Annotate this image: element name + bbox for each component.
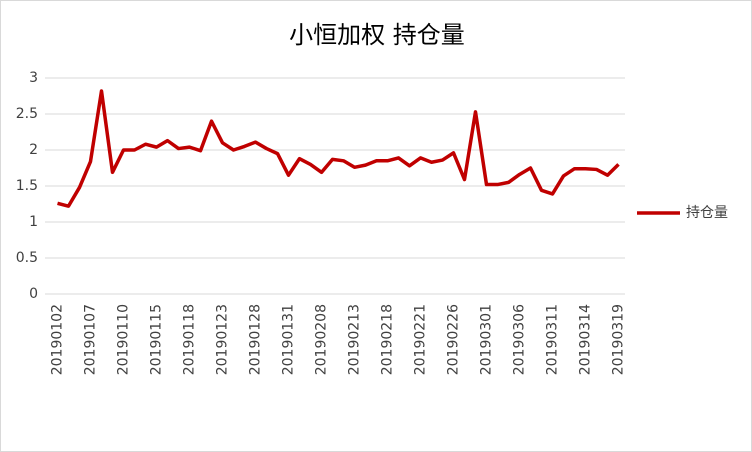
y-tick-label: 1.5 <box>16 178 38 194</box>
x-tick-label: 20190306 <box>512 304 528 375</box>
x-tick-label: 20190118 <box>182 304 198 375</box>
data-line <box>57 89 620 208</box>
x-tick-label: 20190221 <box>413 304 429 375</box>
x-tick-label: 20190311 <box>545 304 561 375</box>
y-tick-label: 0 <box>29 286 38 302</box>
x-tick-label: 20190213 <box>347 304 363 375</box>
x-tick-label: 20190218 <box>380 304 396 375</box>
x-tick-label: 20190110 <box>116 304 132 375</box>
x-tick-label: 20190107 <box>83 304 99 375</box>
x-tick-label: 20190208 <box>314 304 330 375</box>
x-tick-label: 20190123 <box>215 304 231 375</box>
legend-label: 持仓量 <box>686 205 728 221</box>
x-tick-label: 20190226 <box>446 304 462 375</box>
x-tick-label: 20190115 <box>149 304 165 375</box>
x-tick-label: 20190131 <box>281 304 297 375</box>
y-tick-label: 2.5 <box>16 106 38 122</box>
y-tick-label: 2 <box>29 142 38 158</box>
x-tick-label: 20190319 <box>611 304 627 375</box>
x-tick-label: 20190128 <box>248 304 264 375</box>
x-tick-label: 20190301 <box>479 304 495 375</box>
y-tick-label: 3 <box>29 70 38 86</box>
x-tick-label: 20190102 <box>50 304 66 375</box>
x-tick-label: 20190314 <box>578 304 594 375</box>
y-tick-label: 0.5 <box>16 250 38 266</box>
chart-title: 小恒加权 持仓量 <box>289 21 465 49</box>
y-tick-label: 1 <box>29 214 38 230</box>
